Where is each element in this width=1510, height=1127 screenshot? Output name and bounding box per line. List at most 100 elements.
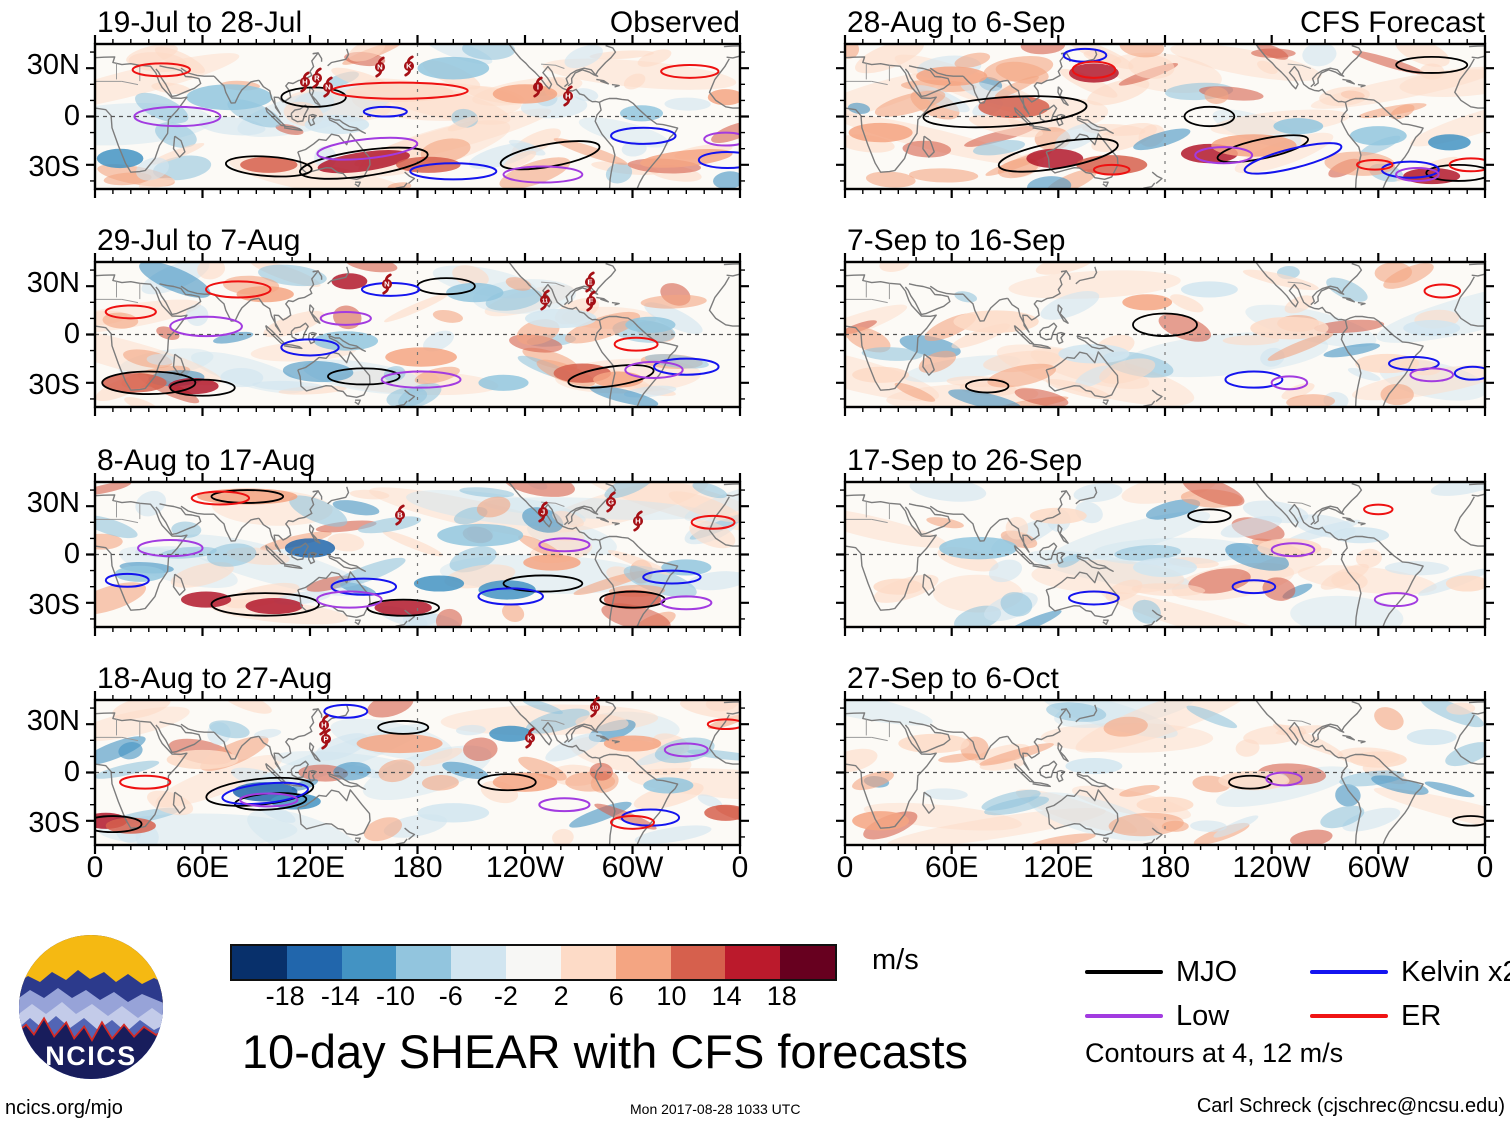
panel-title: 19-Jul to 28-Jul <box>97 6 303 39</box>
colorbar-tick-label: 14 <box>711 981 742 1011</box>
footer-timestamp: Mon 2017-08-28 1033 UTC <box>630 1101 801 1117</box>
lat-label: 0 <box>63 756 80 788</box>
lat-label: 30S <box>28 589 80 621</box>
cyclone-icon: R <box>310 67 325 89</box>
colorbar-tick-label: -14 <box>320 981 360 1011</box>
lon-label: 120W <box>485 851 565 884</box>
colorbar-cell <box>725 946 781 979</box>
map-panel-forecast-1 <box>836 35 1494 198</box>
colorbar-cell <box>396 946 452 979</box>
colorbar-tick-label: -2 <box>493 981 518 1011</box>
svg-text:I: I <box>536 82 538 91</box>
lat-label: 30N <box>26 49 80 81</box>
lon-label: 180 <box>1139 851 1191 884</box>
ncics-logo: NCICS <box>16 932 166 1082</box>
panel-title: 27-Sep to 6-Oct <box>847 662 1059 695</box>
colorbar-cell <box>780 946 835 979</box>
svg-text:E: E <box>587 278 592 287</box>
lat-label: 30N <box>26 705 80 737</box>
colorbar-cell <box>286 946 342 979</box>
legend-label-kelvin: Kelvin x2 <box>1401 956 1510 988</box>
column-header-forecast: CFS Forecast <box>1299 6 1485 39</box>
panel-title: 29-Jul to 7-Aug <box>97 224 301 257</box>
lon-label: 180 <box>392 851 443 884</box>
footer-credit: Carl Schreck (cjschrec@ncsu.edu) <box>1196 1095 1505 1117</box>
svg-text:N: N <box>377 63 383 72</box>
colorbar-tick-label: 2 <box>553 981 569 1011</box>
legend-label-er: ER <box>1401 1000 1442 1032</box>
panel-title: 28-Aug to 6-Sep <box>847 6 1066 39</box>
colorbar-cell <box>670 946 726 979</box>
lon-label: 60E <box>175 851 230 884</box>
colorbar-tick-label: -6 <box>438 981 463 1011</box>
svg-text:10: 10 <box>592 706 599 712</box>
svg-text:G: G <box>608 498 614 507</box>
legend-line-er <box>1310 1014 1388 1018</box>
lat-label: 0 <box>63 100 80 132</box>
cyclone-icon: J <box>535 501 550 523</box>
cyclone-icon: H <box>630 510 645 532</box>
lon-label: 60W <box>1347 851 1410 884</box>
footer-site: ncics.org/mjo <box>5 1097 123 1119</box>
map-panel-observed-4: H P K 10 <box>86 691 749 854</box>
svg-text:N: N <box>325 82 331 91</box>
colorbar-tick-label: 6 <box>608 981 624 1011</box>
cyclone-icon: H <box>297 71 312 93</box>
legend-note: Contours at 4, 12 m/s <box>1085 1038 1344 1068</box>
svg-text:K: K <box>528 733 534 742</box>
lon-label: 120E <box>1023 851 1094 884</box>
colorbar-cell <box>341 946 397 979</box>
cyclone-icon: F <box>584 290 599 312</box>
colorbar-tick-label: -18 <box>265 981 305 1011</box>
lat-label: 30N <box>26 267 80 299</box>
lon-label: 120W <box>1232 851 1311 884</box>
cyclone-icon: N <box>380 273 395 294</box>
legend-line-kelvin <box>1310 970 1388 974</box>
colorbar-cell <box>560 946 616 979</box>
cyclone-icon: K <box>401 55 416 76</box>
lon-label: 60E <box>924 851 979 884</box>
cyclone-icon: 11 <box>537 289 552 311</box>
colorbar-tick-label: 10 <box>656 981 687 1011</box>
lat-label: 0 <box>63 538 80 570</box>
svg-text:R: R <box>314 74 320 83</box>
colorbar-cell <box>615 946 671 979</box>
colorbar-units: m/s <box>872 944 919 976</box>
cyclone-icon: P <box>319 728 334 750</box>
lon-label: 120E <box>274 851 346 884</box>
svg-text:F: F <box>589 297 594 306</box>
lon-label: 0 <box>86 851 104 884</box>
svg-text:H: H <box>302 77 308 86</box>
colorbar-tick-label: -10 <box>376 981 416 1011</box>
lat-label: 30S <box>28 369 80 401</box>
legend-line-low <box>1085 1014 1163 1018</box>
cyclone-icon: N <box>372 56 387 78</box>
column-header-observed: Observed <box>609 6 740 39</box>
legend-line-mjo <box>1085 970 1163 974</box>
lat-label: 30S <box>28 151 80 183</box>
colorbar-cell <box>506 946 561 979</box>
colorbar-cell <box>232 946 287 979</box>
map-panel-forecast-3 <box>836 473 1494 636</box>
lat-label: 0 <box>63 318 80 350</box>
cyclone-icon: B <box>392 504 407 526</box>
lon-label: 0 <box>1476 851 1494 884</box>
cyclone-icon: I <box>530 76 545 97</box>
cyclone-icon: E <box>582 271 597 293</box>
cyclone-icon: H <box>317 714 332 736</box>
panel-title: 8-Aug to 17-Aug <box>97 444 316 477</box>
lat-label: 30N <box>26 487 80 519</box>
svg-text:P: P <box>324 735 329 744</box>
lat-label: 30S <box>28 807 80 839</box>
svg-text:11: 11 <box>542 298 549 304</box>
panel-title: 7-Sep to 16-Sep <box>847 224 1066 257</box>
map-panel-forecast-2 <box>836 253 1494 416</box>
map-panel-forecast-4 <box>836 691 1494 854</box>
svg-text:B: B <box>397 510 403 519</box>
svg-text:H: H <box>565 92 571 101</box>
colorbar-cell <box>451 946 507 979</box>
svg-text:H: H <box>322 720 328 729</box>
svg-text:J: J <box>541 507 545 516</box>
